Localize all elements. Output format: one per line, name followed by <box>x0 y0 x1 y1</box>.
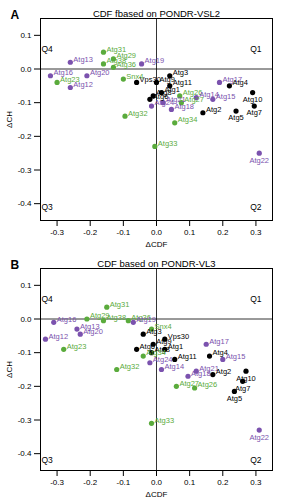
svg-text:-0.2: -0.2 <box>18 382 32 391</box>
svg-text:0.1: 0.1 <box>184 478 196 487</box>
svg-text:0.0: 0.0 <box>151 478 163 487</box>
svg-text:Atg20: Atg20 <box>83 327 103 336</box>
svg-text:Q2: Q2 <box>250 202 262 212</box>
svg-text:Atg34: Atg34 <box>146 348 166 357</box>
svg-text:0.0: 0.0 <box>20 65 32 74</box>
svg-text:Atg1: Atg1 <box>168 342 183 351</box>
svg-text:Atg4: Atg4 <box>232 78 247 87</box>
svg-text:Atg15: Atg15 <box>216 92 236 101</box>
svg-text:Atg13: Atg13 <box>73 55 93 64</box>
svg-text:Atg19: Atg19 <box>145 56 165 65</box>
svg-text:Q1: Q1 <box>250 294 262 304</box>
svg-text:Atg22: Atg22 <box>249 156 269 165</box>
svg-text:-0.3: -0.3 <box>50 478 64 487</box>
svg-text:0.3: 0.3 <box>250 228 262 237</box>
svg-text:Atg32: Atg32 <box>120 362 140 371</box>
svg-text:Atg22: Atg22 <box>249 433 269 442</box>
svg-text:0.3: 0.3 <box>250 478 262 487</box>
svg-text:Atg3: Atg3 <box>146 327 161 336</box>
svg-text:Atg12: Atg12 <box>48 332 68 341</box>
svg-text:Atg7: Atg7 <box>247 108 262 117</box>
svg-text:ΔCH: ΔCH <box>5 361 14 378</box>
svg-text:-0.2: -0.2 <box>18 132 32 141</box>
svg-text:0.2: 0.2 <box>217 228 229 237</box>
svg-text:CDF based on PONDR-VL3: CDF based on PONDR-VL3 <box>97 258 215 269</box>
svg-text:Atg12: Atg12 <box>73 80 93 89</box>
svg-text:Atg36: Atg36 <box>116 60 136 69</box>
svg-text:Atg20: Atg20 <box>90 68 110 77</box>
svg-text:Atg11: Atg11 <box>178 352 197 361</box>
svg-text:CDF fbased on PONDR-VSL2: CDF fbased on PONDR-VSL2 <box>93 8 220 19</box>
svg-text:Q4: Q4 <box>41 44 53 54</box>
svg-text:-0.4: -0.4 <box>18 449 32 458</box>
svg-text:-0.1: -0.1 <box>18 98 32 107</box>
svg-text:Atg17: Atg17 <box>209 337 229 346</box>
svg-text:0.1: 0.1 <box>184 228 196 237</box>
svg-text:Atg26: Atg26 <box>198 380 218 389</box>
svg-text:B: B <box>11 258 20 272</box>
svg-text:Atg32: Atg32 <box>128 109 148 118</box>
svg-text:-0.2: -0.2 <box>83 228 97 237</box>
svg-text:ΔCH: ΔCH <box>5 111 14 128</box>
svg-text:Atg33: Atg33 <box>155 416 175 425</box>
svg-text:ΔCDF: ΔCDF <box>146 240 168 249</box>
svg-text:-0.3: -0.3 <box>50 228 64 237</box>
svg-text:Atg19: Atg19 <box>136 315 156 324</box>
svg-text:Atg2: Atg2 <box>206 105 221 114</box>
svg-text:ΔCDF: ΔCDF <box>146 490 168 499</box>
svg-text:Atg10: Atg10 <box>243 95 263 104</box>
svg-text:Q2: Q2 <box>250 455 262 465</box>
svg-text:0.1: 0.1 <box>20 281 32 290</box>
svg-text:Atg10: Atg10 <box>236 374 256 383</box>
svg-text:Atg38: Atg38 <box>106 313 126 322</box>
svg-text:Atg27: Atg27 <box>179 379 199 388</box>
svg-text:Q3: Q3 <box>41 202 53 212</box>
svg-text:Atg33: Atg33 <box>158 139 178 148</box>
svg-text:Atg5: Atg5 <box>228 113 243 122</box>
svg-text:-0.1: -0.1 <box>116 228 130 237</box>
svg-text:-0.3: -0.3 <box>18 166 32 175</box>
svg-text:Atg16: Atg16 <box>57 315 77 324</box>
svg-text:0.2: 0.2 <box>217 478 229 487</box>
svg-text:0.0: 0.0 <box>151 228 163 237</box>
svg-text:A: A <box>11 8 20 22</box>
svg-text:Atg21: Atg21 <box>166 95 186 104</box>
svg-text:0.0: 0.0 <box>20 315 32 324</box>
svg-text:-0.2: -0.2 <box>83 478 97 487</box>
svg-text:-0.4: -0.4 <box>18 199 32 208</box>
svg-text:Q4: Q4 <box>41 294 53 304</box>
svg-text:-0.1: -0.1 <box>18 348 32 357</box>
svg-text:Atg31: Atg31 <box>110 300 130 309</box>
svg-text:-0.1: -0.1 <box>116 478 130 487</box>
svg-text:Vps30: Vps30 <box>140 75 161 84</box>
svg-text:Atg15: Atg15 <box>226 352 246 361</box>
svg-text:Q3: Q3 <box>41 455 53 465</box>
svg-text:0.1: 0.1 <box>20 31 32 40</box>
svg-text:Atg7: Atg7 <box>235 384 250 393</box>
svg-text:Atg5: Atg5 <box>227 394 242 403</box>
svg-text:Atg23: Atg23 <box>67 342 87 351</box>
svg-text:Q1: Q1 <box>250 44 262 54</box>
svg-text:Atg2: Atg2 <box>216 367 231 376</box>
svg-text:-0.3: -0.3 <box>18 416 32 425</box>
svg-text:Atg3: Atg3 <box>173 68 188 77</box>
svg-text:Atg34: Atg34 <box>178 115 198 124</box>
